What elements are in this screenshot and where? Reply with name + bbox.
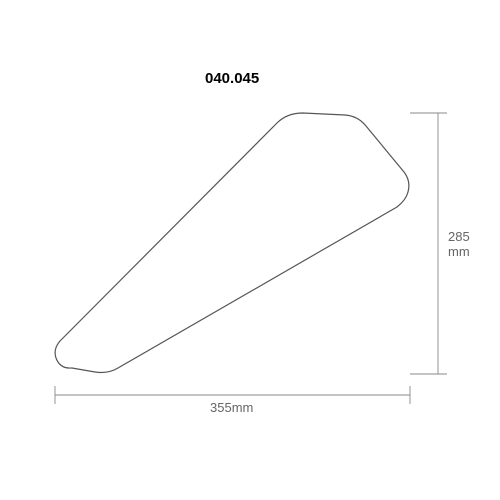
drawing-canvas: 040.045 355mm 285 mm (0, 0, 500, 500)
dimension-height-label: 285 mm (448, 230, 470, 260)
dimension-height-unit: mm (448, 244, 470, 259)
dimension-width-label: 355mm (210, 400, 253, 415)
part-outline (55, 113, 409, 373)
part-number-title: 040.045 (205, 70, 259, 87)
dimension-height-value: 285 (448, 229, 470, 244)
dimension-height (410, 113, 447, 374)
